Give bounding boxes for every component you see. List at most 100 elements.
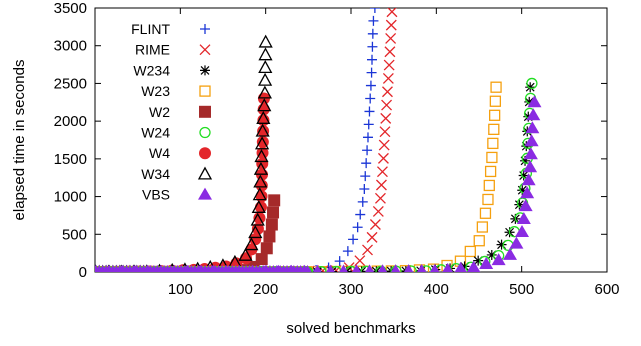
data-point <box>490 81 502 93</box>
y-tick-label: 1500 <box>54 151 87 168</box>
series-w4 <box>95 92 270 272</box>
data-point <box>256 110 271 124</box>
data-point <box>385 19 397 31</box>
data-point <box>255 253 268 266</box>
data-point <box>260 242 273 255</box>
series-vbs <box>95 95 542 272</box>
data-point <box>367 54 378 65</box>
data-point <box>334 256 345 267</box>
data-point <box>454 261 467 272</box>
data-point <box>509 236 524 249</box>
series-w34 <box>95 34 273 272</box>
data-point <box>274 264 283 272</box>
legend-label: W23 <box>141 83 170 99</box>
data-point <box>248 264 257 272</box>
data-point <box>482 193 494 206</box>
x-tick-label: 100 <box>168 281 193 298</box>
data-point <box>526 108 541 121</box>
data-point <box>382 86 393 98</box>
data-point <box>464 245 476 258</box>
data-point <box>377 152 389 164</box>
data-point <box>379 126 391 138</box>
legend-label: FLINT <box>131 21 170 37</box>
data-point <box>265 218 278 231</box>
data-point <box>253 161 269 175</box>
data-point <box>365 80 376 91</box>
data-point <box>254 149 269 163</box>
data-point <box>489 109 501 121</box>
data-point <box>375 179 387 191</box>
data-point <box>382 72 394 84</box>
legend-marker <box>199 147 211 160</box>
data-point <box>524 96 535 107</box>
data-point <box>359 184 370 195</box>
data-point <box>95 265 100 272</box>
data-point <box>362 145 373 156</box>
y-axis-label: elapsed time in seconds <box>11 60 28 221</box>
data-point <box>473 255 484 266</box>
data-point <box>254 201 267 214</box>
data-point <box>525 82 536 93</box>
data-point <box>365 264 375 272</box>
data-point <box>378 264 388 272</box>
data-point <box>369 219 381 230</box>
data-point <box>378 139 390 151</box>
data-point <box>257 85 272 99</box>
legend-marker <box>197 166 213 180</box>
data-point <box>523 111 534 122</box>
data-point <box>130 264 140 272</box>
data-point <box>368 15 379 26</box>
data-point <box>473 235 485 247</box>
data-point <box>326 264 335 272</box>
data-point <box>527 95 542 108</box>
data-point <box>169 264 179 272</box>
data-point <box>429 263 440 272</box>
data-point <box>483 179 495 192</box>
data-point <box>363 119 374 130</box>
data-point <box>372 206 384 217</box>
data-point <box>250 212 265 226</box>
data-point <box>352 222 363 233</box>
data-point <box>476 221 489 233</box>
y-tick-label: 2500 <box>54 75 87 92</box>
data-point <box>355 209 366 220</box>
data-point <box>489 95 502 107</box>
data-point <box>516 212 531 225</box>
data-point <box>361 158 372 169</box>
data-point <box>238 247 253 261</box>
legend: FLINT RIME W234 W23 W2 W24 W4 W34 VBS <box>131 21 213 203</box>
legend-label: W4 <box>149 145 170 161</box>
data-point <box>268 194 281 207</box>
data-point <box>523 160 538 173</box>
legend-marker <box>199 105 211 118</box>
y-tick-label: 1000 <box>54 189 87 206</box>
data-point <box>117 264 127 272</box>
legend-label: W234 <box>133 62 170 78</box>
data-point <box>416 263 427 272</box>
data-point <box>381 99 393 111</box>
y-tick-label: 500 <box>62 226 87 243</box>
data-point <box>518 170 529 181</box>
data-point <box>466 260 481 272</box>
legend-marker <box>199 126 211 139</box>
data-point <box>384 46 396 58</box>
data-point <box>248 225 263 239</box>
data-point <box>257 125 270 138</box>
data-point <box>300 264 309 272</box>
data-point <box>385 32 397 44</box>
legend-marker <box>200 24 210 34</box>
y-tick-label: 3000 <box>54 38 87 55</box>
data-point <box>518 199 533 212</box>
data-point <box>255 179 268 192</box>
data-point <box>287 264 296 272</box>
data-point <box>261 264 270 272</box>
legend-label: W24 <box>141 125 170 141</box>
data-point <box>195 264 205 272</box>
data-point <box>367 28 378 39</box>
data-point <box>253 174 268 188</box>
data-point <box>380 112 392 124</box>
data-point <box>524 134 539 147</box>
data-point <box>479 207 492 219</box>
data-point <box>251 199 266 213</box>
data-point <box>376 166 388 178</box>
